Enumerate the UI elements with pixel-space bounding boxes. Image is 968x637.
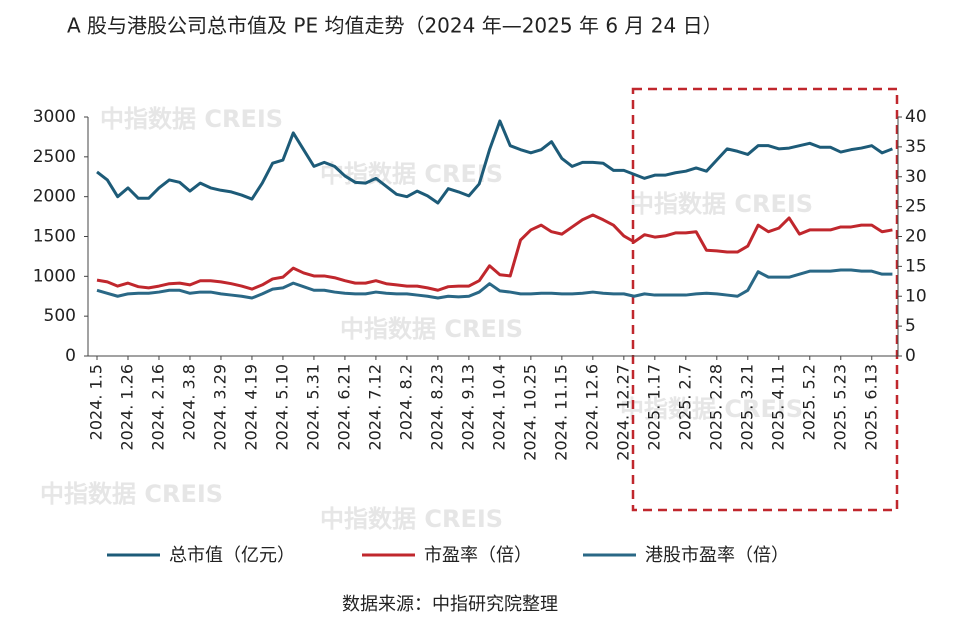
x-tick-label: 2024. 12.27 bbox=[613, 364, 632, 461]
x-tick-label: 2025. 6.13 bbox=[861, 364, 880, 451]
x-tick-label: 2025. 4.11 bbox=[768, 364, 787, 451]
y-tick-label: 500 bbox=[44, 306, 76, 326]
x-tick-label: 2024. 5.31 bbox=[303, 364, 322, 451]
x-tick-label: 2024. 3.8 bbox=[179, 364, 198, 440]
series-line bbox=[96, 268, 893, 300]
x-tick-label: 2024. 1.5 bbox=[87, 364, 106, 440]
watermark: 中指数据 CREIS bbox=[340, 315, 523, 343]
x-tick-label: 2024. 10.4 bbox=[489, 364, 508, 451]
series-line bbox=[96, 119, 893, 205]
x-tick-label: 2024. 1.26 bbox=[117, 364, 136, 451]
chart-title: A 股与港股公司总市值及 PE 均值走势（2024 年—2025 年 6 月 2… bbox=[67, 14, 723, 38]
watermark: 中指数据 CREIS bbox=[620, 395, 803, 423]
y-tick-label: 3000 bbox=[33, 107, 76, 127]
y2-tick-label: 0 bbox=[905, 346, 916, 366]
x-tick-label: 2025. 5.2 bbox=[799, 364, 818, 440]
y-tick-label: 1500 bbox=[33, 227, 76, 247]
legend-label: 总市值（亿元） bbox=[169, 545, 295, 566]
legend-label: 港股市盈率（倍） bbox=[645, 545, 789, 566]
y2-tick-label: 15 bbox=[905, 256, 927, 276]
x-tick-label: 2025. 2.7 bbox=[675, 364, 694, 440]
x-tick-label: 2024. 11.15 bbox=[551, 364, 570, 461]
y2-tick-label: 35 bbox=[905, 137, 927, 157]
x-tick-label: 2024. 3.29 bbox=[210, 364, 229, 451]
watermark: 中指数据 CREIS bbox=[40, 480, 223, 508]
y2-tick-label: 40 bbox=[905, 107, 927, 127]
x-tick-label: 2024. 9.13 bbox=[458, 364, 477, 451]
watermark: 中指数据 CREIS bbox=[100, 105, 283, 133]
watermark: 中指数据 CREIS bbox=[630, 190, 813, 218]
x-tick-label: 2024. 7.12 bbox=[365, 364, 384, 451]
y-tick-label: 1000 bbox=[33, 266, 76, 286]
y-tick-label: 0 bbox=[65, 346, 76, 366]
y-tick-label: 2500 bbox=[33, 147, 76, 167]
source: 数据来源：中指研究院整理 bbox=[342, 594, 558, 615]
x-tick-label: 2024. 5.10 bbox=[272, 364, 291, 451]
y2-tick-label: 30 bbox=[905, 167, 927, 187]
y2-tick-label: 5 bbox=[905, 316, 916, 336]
y-tick-label: 2000 bbox=[33, 187, 76, 207]
highlight-box bbox=[631, 87, 899, 512]
x-tick-label: 2025. 2.28 bbox=[706, 364, 725, 451]
y2-tick-label: 25 bbox=[905, 197, 927, 217]
x-tick-label: 2024. 6.21 bbox=[334, 364, 353, 451]
x-tick-label: 2024. 12.6 bbox=[582, 364, 601, 451]
y2-tick-label: 20 bbox=[905, 227, 927, 247]
x-tick-label: 2025. 5.23 bbox=[830, 364, 849, 451]
x-tick-label: 2024. 2.16 bbox=[148, 364, 167, 451]
x-tick-label: 2025. 3.21 bbox=[737, 364, 756, 451]
legend-label: 市盈率（倍） bbox=[424, 545, 532, 566]
y2-tick-label: 10 bbox=[905, 286, 927, 306]
x-tick-label: 2024. 8.23 bbox=[427, 364, 446, 451]
x-tick-label: 2024. 10.25 bbox=[520, 364, 539, 461]
x-tick-label: 2025. 1.17 bbox=[644, 364, 663, 451]
watermark: 中指数据 CREIS bbox=[320, 505, 503, 533]
series-line bbox=[96, 213, 893, 292]
x-tick-label: 2024. 8.2 bbox=[396, 364, 415, 440]
watermark: 中指数据 CREIS bbox=[320, 160, 503, 188]
x-tick-label: 2024. 4.19 bbox=[241, 364, 260, 451]
